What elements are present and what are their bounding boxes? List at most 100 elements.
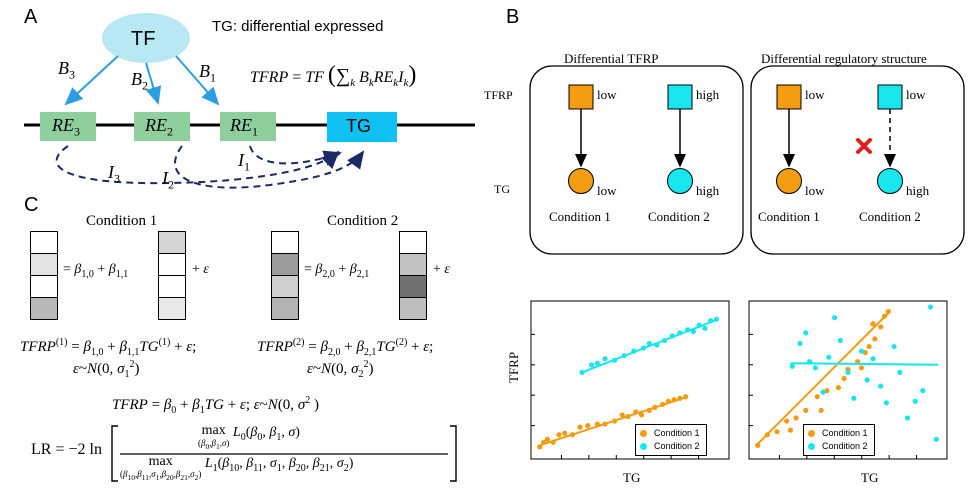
data-point-series-2 — [878, 383, 884, 389]
b1-label: B1 — [199, 61, 216, 85]
data-point-series-1 — [556, 432, 562, 438]
data-point-series-2 — [883, 400, 889, 406]
pooled-model: TFRP = β0 + β1TG + ε; ε~N(0, σ2 ) — [112, 395, 319, 416]
data-point-series-1 — [870, 321, 876, 327]
data-point-series-1 — [646, 407, 652, 413]
scatter-plot-2 — [748, 300, 948, 460]
data-point-series-2 — [920, 388, 926, 394]
plot2-legend-cond2: Condition 2 — [822, 441, 868, 451]
matrix-cell — [158, 275, 186, 298]
matrix-cell — [158, 231, 186, 254]
panel-a-diagram — [24, 13, 475, 189]
data-point-series-2 — [891, 343, 897, 350]
data-point-series-1 — [660, 401, 666, 407]
model1-noise: ε~N(0, σ12) — [73, 359, 140, 380]
plot1-legend: Condition 1 Condition 2 — [635, 424, 707, 456]
data-point-series-2 — [579, 369, 585, 375]
box1-frame — [529, 65, 744, 255]
box1-square-2-label: high — [696, 87, 720, 102]
data-point-series-2 — [837, 337, 843, 344]
matrix-cell — [158, 253, 186, 276]
box1-circle-2 — [667, 168, 693, 194]
data-point-series-1 — [585, 423, 591, 429]
data-point-series-2 — [602, 356, 608, 362]
data-point-series-1 — [594, 421, 600, 427]
data-point-series-2 — [845, 369, 851, 375]
data-point-series-2 — [713, 316, 719, 322]
b3-arrow — [64, 55, 119, 106]
tf-ellipse — [102, 13, 190, 63]
data-point-series-2 — [807, 359, 813, 365]
b3-label: B3 — [58, 58, 75, 82]
matrix-cell — [399, 231, 427, 254]
data-point-series-1 — [878, 324, 884, 330]
lr-numerator: max (β0,β1,σ) L0(β0, β1, σ) — [198, 423, 300, 451]
data-point-series-1 — [814, 394, 820, 400]
box2-circle-2-label: high — [906, 183, 930, 198]
data-point-series-1 — [764, 432, 770, 438]
data-point-series-2 — [631, 348, 637, 354]
matrix-cell — [30, 231, 58, 254]
data-point-series-1 — [652, 404, 658, 410]
re2-label: RE2 — [145, 115, 173, 139]
data-point-series-2 — [820, 389, 826, 395]
data-point-series-2 — [690, 328, 696, 334]
data-point-series-1 — [866, 343, 872, 350]
model1-equation: TFRP(1) = β1,0 + β1,1TG(1) + ε; — [20, 337, 197, 358]
data-point-series-1 — [550, 439, 556, 445]
row-label-tfrp: TFRP — [484, 88, 513, 102]
data-point-series-1 — [774, 429, 780, 435]
i1-label: I1 — [238, 150, 250, 174]
re1-box — [220, 112, 276, 141]
b2-label: B2 — [131, 69, 148, 93]
data-point-series-2 — [803, 330, 809, 336]
i3-arrow — [55, 145, 340, 185]
fit-line-series-1 — [757, 312, 890, 445]
data-point-series-1 — [872, 336, 878, 342]
box2-square-1 — [776, 84, 802, 110]
scatter-plot-1 — [530, 300, 730, 460]
re2-box — [134, 112, 190, 141]
data-point-series-1 — [783, 418, 790, 424]
matrix-cell — [30, 297, 58, 320]
matrix-cell — [271, 253, 299, 276]
data-point-series-1 — [803, 407, 809, 413]
data-point-series-1 — [638, 412, 645, 418]
box1-square-1-label: low — [597, 87, 617, 102]
box2-square-2-label: low — [906, 87, 926, 102]
data-point-series-2 — [912, 398, 918, 404]
data-point-series-2 — [797, 340, 803, 347]
i3-label: I3 — [108, 162, 120, 186]
box1-cond1: Condition 1 — [549, 209, 611, 224]
cond1-title: Condition 1 — [86, 213, 158, 229]
data-point-series-1 — [841, 375, 847, 382]
data-point-series-2 — [826, 354, 832, 360]
data-point-series-2 — [612, 357, 618, 363]
data-point-series-1 — [885, 309, 891, 315]
box1-square-1 — [568, 84, 594, 110]
data-point-series-2 — [661, 337, 668, 344]
box2-cond1: Condition 1 — [758, 209, 820, 224]
box1-circle-2-label: high — [696, 183, 720, 198]
matrix-cell — [271, 297, 299, 320]
matrix-cell — [30, 275, 58, 298]
tg-box-label: TG — [346, 116, 371, 136]
red-x-icon — [856, 138, 872, 154]
box2-square-2 — [877, 84, 903, 110]
panel-label-a: A — [24, 6, 38, 28]
lr-brackets — [111, 425, 457, 482]
box1-cond2: Condition 2 — [648, 209, 710, 224]
plot-ylabel: TFRP — [506, 351, 521, 383]
plot-frame — [748, 300, 948, 460]
row-label-tg: TG — [494, 182, 510, 196]
data-point-series-2 — [789, 363, 795, 369]
data-point-series-1 — [677, 395, 683, 401]
data-point-series-2 — [621, 353, 627, 359]
matrix-cell — [30, 253, 58, 276]
box2-circle-2 — [877, 168, 903, 194]
matrix-cell — [271, 275, 299, 298]
i1-arrow — [249, 145, 342, 166]
box2-circle-1 — [776, 168, 802, 194]
cond1-equation: = β1,0 + β1,1 — [63, 262, 129, 280]
cond2-equation: = β2,0 + β2,1 — [304, 262, 370, 280]
